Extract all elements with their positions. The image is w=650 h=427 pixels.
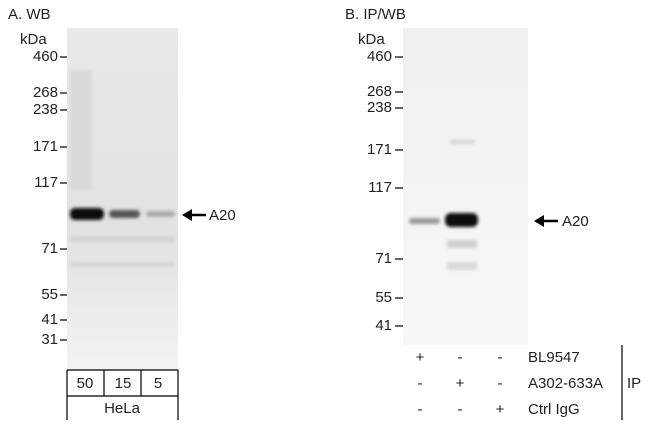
- lane-label: 50: [77, 375, 94, 392]
- ip-sign: +: [416, 349, 425, 366]
- arrow: [182, 209, 558, 227]
- marker-label: 238: [33, 101, 58, 118]
- marker-label: 171: [367, 141, 392, 158]
- marker-label: 31: [41, 331, 58, 348]
- bands-a: [70, 70, 175, 267]
- marker-label: 117: [368, 179, 392, 196]
- lane-label: 15: [115, 375, 132, 392]
- band-label: A20: [562, 213, 589, 230]
- ip-label: IP: [627, 375, 641, 392]
- ip-sign: +: [456, 375, 465, 392]
- marker-label: 41: [375, 317, 392, 334]
- ip-sign: -: [418, 401, 423, 418]
- marker-label: 171: [33, 138, 58, 155]
- blot-b: [403, 28, 528, 345]
- ip-sign: -: [458, 349, 463, 366]
- marker-label: 41: [41, 311, 58, 328]
- antibody-label: A302-633A: [528, 375, 603, 392]
- ip-sign: +: [496, 401, 505, 418]
- antibody-label: Ctrl IgG: [528, 401, 580, 418]
- marker-label: 268: [33, 84, 58, 101]
- marker-label: 117: [34, 174, 58, 191]
- band-label: A20: [209, 207, 236, 224]
- antibody-label: BL9547: [528, 349, 580, 366]
- ip-sign: -: [458, 401, 463, 418]
- marker-label: 71: [41, 240, 58, 257]
- lane-table: [66, 345, 623, 420]
- unit-label: kDa: [20, 31, 47, 48]
- marker-label: 71: [375, 250, 392, 267]
- bands-b: [409, 140, 478, 270]
- marker-label: 268: [367, 83, 392, 100]
- ip-sign: -: [418, 375, 423, 392]
- panel-title: A. WB: [8, 6, 51, 23]
- marker-label: 55: [375, 289, 392, 306]
- marker-label: 238: [367, 99, 392, 116]
- ip-sign: -: [498, 375, 503, 392]
- panel-title: B. IP/WB: [345, 6, 406, 23]
- sample-label: HeLa: [104, 400, 141, 417]
- marker-label: 460: [367, 48, 392, 65]
- marker-label: 460: [33, 48, 58, 65]
- lane-label: 5: [154, 375, 162, 392]
- marker-label: 55: [41, 286, 58, 303]
- ip-sign: -: [498, 349, 503, 366]
- unit-label: kDa: [358, 31, 385, 48]
